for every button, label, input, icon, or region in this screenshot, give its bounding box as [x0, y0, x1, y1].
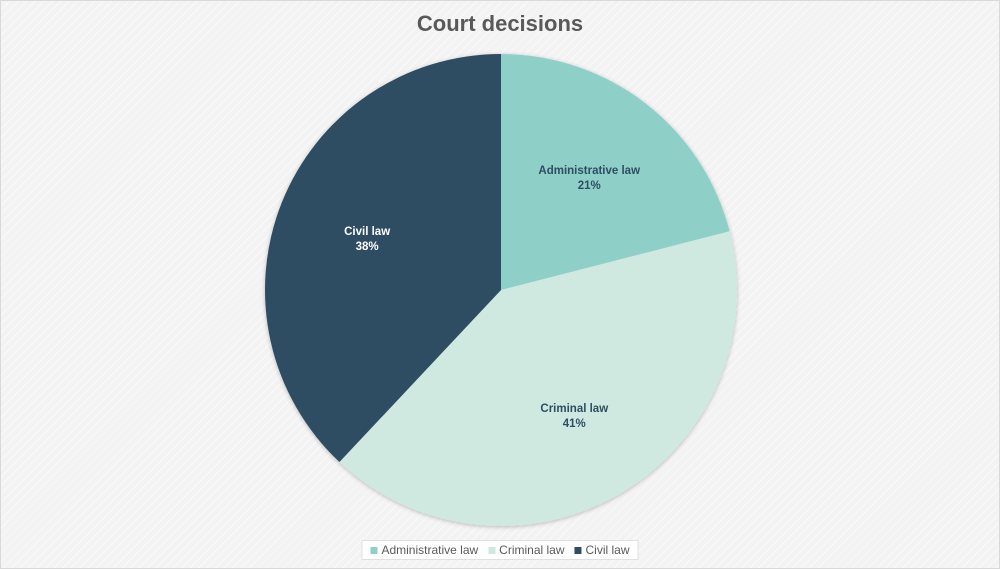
data-label-percent: 41% — [563, 418, 586, 430]
data-label-category: Criminal law — [540, 403, 608, 415]
legend-swatch-criminal-law — [488, 546, 496, 554]
data-label-civil-law: Civil law 38% — [344, 226, 390, 253]
data-label-category: Civil law — [344, 226, 390, 238]
chart-legend: Administrative law Criminal law Civil la… — [361, 540, 639, 560]
data-label-percent: 21% — [578, 180, 601, 192]
pie-slice-civil-law[interactable] — [265, 54, 501, 463]
pie-slices — [265, 54, 738, 527]
pie-slice-criminal-law[interactable] — [339, 231, 738, 527]
legend-item-administrative-law[interactable]: Administrative law — [370, 543, 478, 557]
legend-label: Criminal law — [499, 543, 565, 557]
data-label-criminal-law: Criminal law 41% — [540, 403, 608, 430]
legend-item-criminal-law[interactable]: Criminal law — [488, 543, 565, 557]
chart-title: Court decisions — [416, 11, 584, 36]
legend-item-civil-law[interactable]: Civil law — [574, 543, 630, 557]
legend-swatch-civil-law — [574, 546, 582, 554]
data-label-administrative-law: Administrative law 21% — [538, 165, 640, 192]
pie-slice-administrative-law[interactable] — [501, 54, 730, 290]
data-label-percent: 38% — [356, 241, 379, 253]
data-label-category: Administrative law — [538, 165, 640, 177]
legend-swatch-administrative-law — [370, 546, 378, 554]
legend-label: Administrative law — [381, 543, 479, 557]
legend-label: Civil law — [585, 543, 630, 557]
pie-data-labels: Administrative law 21% Criminal law 41% Civi… — [344, 165, 640, 430]
